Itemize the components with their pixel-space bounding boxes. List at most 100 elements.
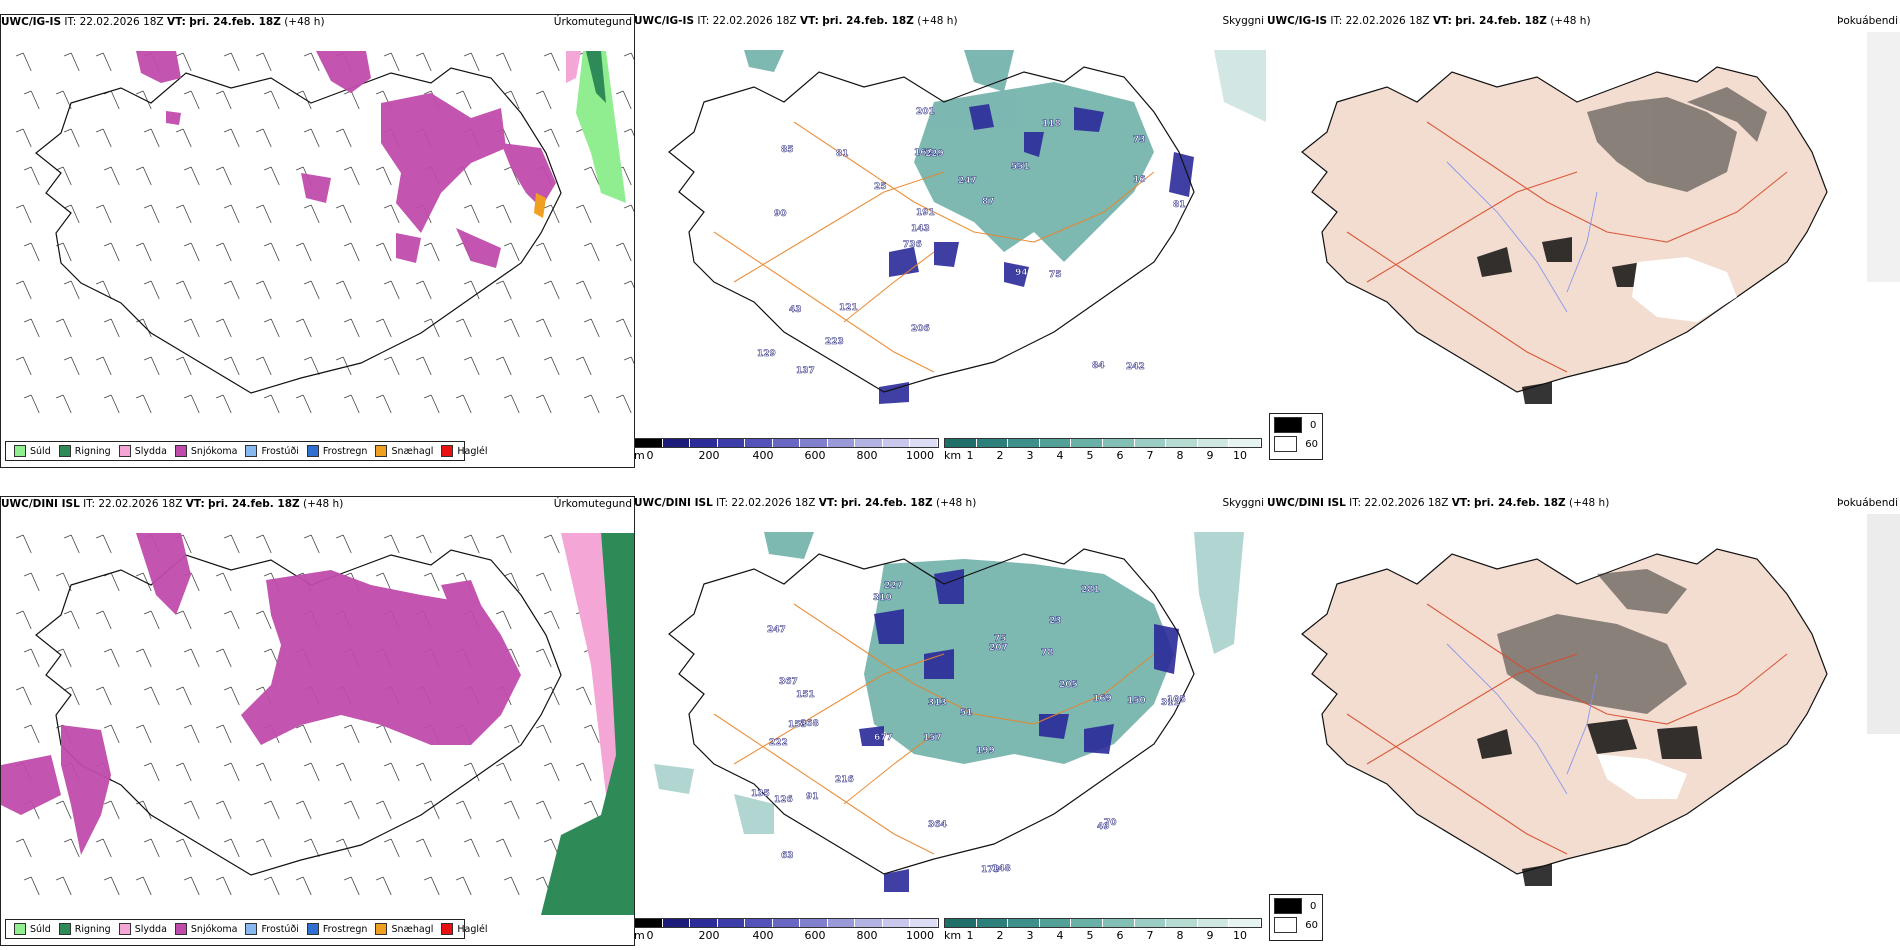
precip-map [1,515,634,915]
legend-item: Slydda [118,923,167,935]
wind-barb-flag [104,800,112,805]
wind-barb [382,572,392,592]
wind-barb-flag [464,204,472,209]
wind-barb-flag [136,800,144,805]
wind-barb [182,52,192,72]
wind-barb-flag [16,356,24,361]
wind-barb-flag [496,838,504,843]
wind-barb-flag [56,876,64,881]
wind-barb-flag [144,838,152,843]
wind-barb [150,838,160,858]
wind-barb-flag [336,534,344,539]
wind-barb [382,724,392,744]
wind-barb-flag [504,394,512,399]
wind-barb-flag [96,280,104,285]
wind-barb [310,762,320,782]
wind-barb-flag [456,318,464,323]
wind-barb-flag [224,686,232,691]
wind-barb [222,166,232,186]
wind-barb [422,534,432,554]
wind-barb [102,838,112,858]
wind-barb-flag [496,610,504,615]
cloudbase-value-label: 129 [757,349,776,359]
wind-barb [30,724,40,744]
wind-barb-flag [576,762,584,767]
wind-barb-flag [576,686,584,691]
wind-barb-flag [624,204,632,209]
wind-barb-flag [104,318,112,323]
cloudbase-value-label: 551 [1011,162,1030,172]
wind-barb-flag [216,800,224,805]
cloud-map: 227 23 311 157 199 868 247 78 222 207 51 63 310 677 17… [634,514,1266,916]
fog-legend-bottom: 0 60 [1269,894,1323,941]
wind-barb [190,90,200,110]
wind-barb [462,876,472,896]
wind-barb [302,876,312,896]
cloudbase-value-label: 736 [903,240,922,250]
wind-barb-flag [24,724,32,729]
wind-barb-flag [144,280,152,285]
wind-barb [382,800,392,820]
tick-label: 5 [1086,929,1094,942]
wind-barb [590,724,600,744]
wind-barb-flag [64,838,72,843]
cloudbase-value-label: 63 [781,851,794,861]
wind-barb-flag [616,90,624,95]
wind-barb [22,280,32,300]
wind-barb-flag [136,318,144,323]
wind-barb [70,356,80,376]
tick-label: 9 [1206,929,1214,942]
tick-label: 8 [1176,929,1184,942]
wind-barb [22,52,32,72]
wind-barb [262,838,272,858]
tick-label: 8 [1176,449,1184,462]
wind-barb-flag [256,838,264,843]
precip-legend: Súld Rigning Slydda Snjókoma Frostúði Fr… [5,441,488,461]
colorbar-unit: km [944,929,962,942]
wind-barb-flag [456,876,464,881]
wind-barb-flag [496,762,504,767]
cloudbase-value-label: 150 [1127,696,1146,706]
wind-barb-flag [136,166,144,171]
wind-barb [502,610,512,630]
tick-label: 1000 [906,929,934,942]
wind-barb-flag [336,204,344,209]
cloudbase-value-label: 157 [923,733,942,743]
cloudbase-value-label: 121 [839,303,858,313]
wind-barb-flag [544,280,552,285]
wind-barb [582,686,592,706]
wind-barb [230,686,240,706]
wind-barb [182,762,192,782]
wind-barb [502,204,512,224]
wind-barb [582,356,592,376]
wind-barb-flag [336,762,344,767]
wind-barb [430,876,440,896]
wind-barb-flag [56,90,64,95]
wind-barb-flag [304,52,312,57]
cloudbase-value-label: 216 [835,775,854,785]
wind-barb [30,166,40,186]
wind-barb-flag [344,166,352,171]
wind-barb-flag [456,800,464,805]
wind-barb-flag [56,318,64,323]
wind-barb [310,356,320,376]
wind-barb-flag [96,686,104,691]
wind-barb-flag [416,356,424,361]
wind-barb-flag [24,318,32,323]
cloudbase-value-label: 247 [767,625,786,635]
wind-barb [22,204,32,224]
wind-barb-flag [64,280,72,285]
wind-barb-flag [144,128,152,133]
wind-barb [502,52,512,72]
wind-barb [542,394,552,414]
cloudbase-value-label: 94 [1015,268,1028,278]
wind-barb [70,52,80,72]
tick-label: 9 [1206,449,1214,462]
wind-barb-flag [184,394,192,399]
wind-barb [542,724,552,744]
wind-barb [422,280,432,300]
wind-barb-flag [544,52,552,57]
wind-barb-flag [176,280,184,285]
wind-barb-flag [24,648,32,653]
tick-label: 200 [698,929,720,942]
